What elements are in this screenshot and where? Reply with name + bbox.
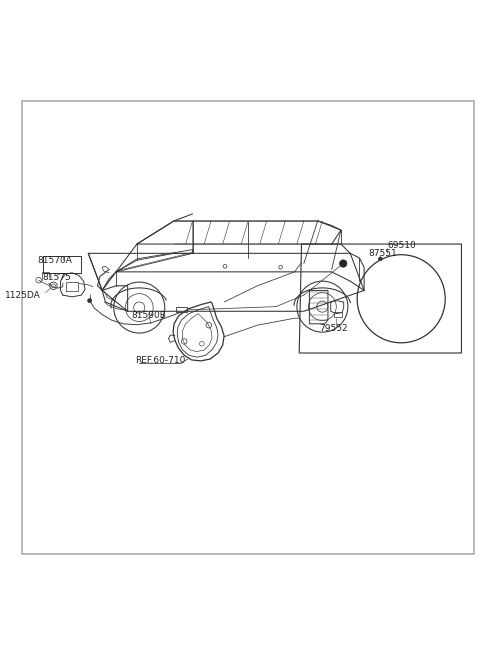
Text: 81590B: 81590B <box>131 311 166 320</box>
Bar <box>176 307 187 312</box>
Text: 81570A: 81570A <box>37 256 72 265</box>
Bar <box>43 255 81 273</box>
Text: 1125DA: 1125DA <box>5 291 40 301</box>
Text: 87551: 87551 <box>369 249 397 258</box>
Circle shape <box>378 257 382 261</box>
Text: 79552: 79552 <box>320 324 348 333</box>
Circle shape <box>88 299 92 303</box>
Circle shape <box>339 260 347 267</box>
Text: REF.60-710: REF.60-710 <box>135 356 185 365</box>
Bar <box>335 312 342 317</box>
Text: 69510: 69510 <box>387 242 416 250</box>
Text: 81575: 81575 <box>42 273 71 282</box>
